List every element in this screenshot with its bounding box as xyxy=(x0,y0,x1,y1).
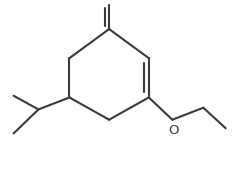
Text: O: O xyxy=(168,124,179,137)
Text: O: O xyxy=(99,0,109,3)
